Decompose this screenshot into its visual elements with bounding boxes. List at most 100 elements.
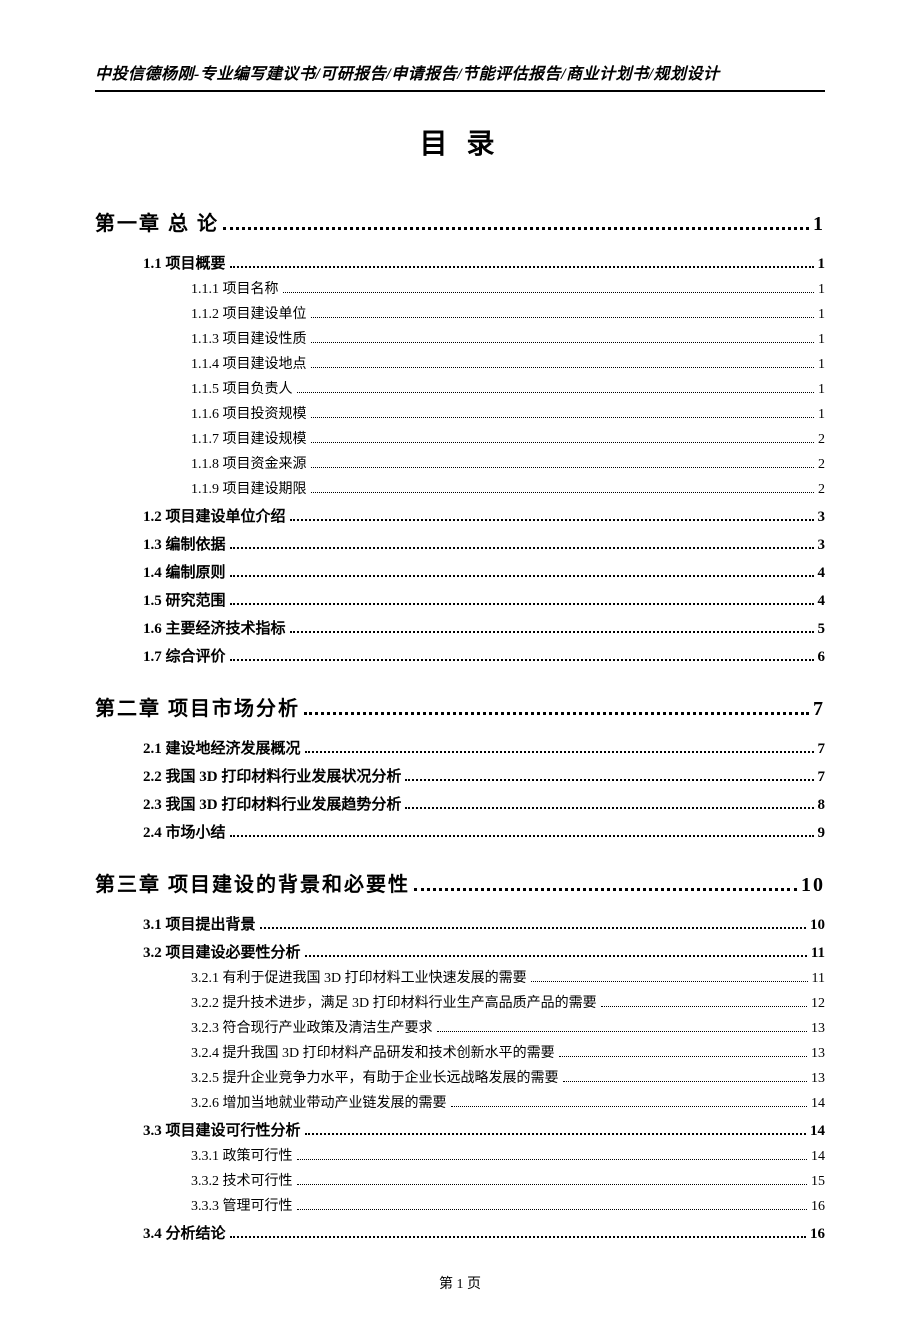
toc-entry-page: 11 — [811, 945, 825, 962]
toc-entry: 2.1 建设地经济发展概况 7 — [143, 737, 825, 758]
toc-entry-page: 2 — [818, 432, 825, 448]
toc-entry-label: 1.4 编制原则 — [143, 561, 226, 582]
toc-entry-label: 1.5 研究范围 — [143, 589, 226, 610]
toc-entry-label: 1.1 项目概要 — [143, 252, 226, 273]
toc-entry: 3.2.5 提升企业竞争力水平，有助于企业长远战略发展的需要13 — [191, 1067, 825, 1087]
toc-entry: 第三章 项目建设的背景和必要性10 — [95, 868, 825, 897]
toc-entry-label: 2.1 建设地经济发展概况 — [143, 737, 301, 758]
toc-title: 目 录 — [95, 122, 825, 162]
toc-entry-label: 3.1 项目提出背景 — [143, 913, 256, 934]
toc-entry: 1.1.5 项目负责人1 — [191, 378, 825, 398]
toc-leader-dots — [230, 1236, 806, 1238]
toc-leader-dots — [451, 1106, 808, 1107]
toc-entry: 1.1.6 项目投资规模 1 — [191, 403, 825, 423]
toc-entry: 3.1 项目提出背景 10 — [143, 913, 825, 934]
toc-leader-dots — [297, 392, 815, 393]
toc-entry-page: 14 — [810, 1123, 825, 1140]
toc-leader-dots — [405, 807, 813, 809]
toc-leader-dots — [305, 1133, 806, 1135]
toc-entry: 1.1.1 项目名称 1 — [191, 278, 825, 298]
toc-entry-page: 10 — [810, 917, 825, 934]
toc-entry-page: 1 — [818, 407, 825, 423]
toc-entry-page: 2 — [818, 482, 825, 498]
toc-entry-label: 1.1.1 项目名称 — [191, 278, 279, 298]
toc-leader-dots — [437, 1031, 808, 1032]
toc-leader-dots — [311, 367, 815, 368]
toc-entry-page: 1 — [813, 213, 825, 236]
toc-entry: 3.3 项目建设可行性分析14 — [143, 1119, 825, 1140]
toc-leader-dots — [230, 835, 814, 837]
toc-entry: 第二章 项目市场分析 7 — [95, 692, 825, 721]
toc-entry-label: 2.2 我国 3D 打印材料行业发展状况分析 — [143, 765, 401, 786]
toc-entry-label: 3.2.6 增加当地就业带动产业链发展的需要 — [191, 1092, 447, 1112]
toc-leader-dots — [311, 317, 815, 318]
toc-entry-label: 3.2.3 符合现行产业政策及清洁生产要求 — [191, 1017, 433, 1037]
toc-entry-page: 8 — [818, 797, 826, 814]
toc-entry-page: 3 — [818, 509, 826, 526]
toc-entry-page: 16 — [811, 1199, 825, 1215]
toc-entry-page: 1 — [818, 332, 825, 348]
toc-entry-page: 12 — [811, 996, 825, 1012]
toc-entry-label: 2.4 市场小结 — [143, 821, 226, 842]
toc-entry: 2.4 市场小结 9 — [143, 821, 825, 842]
page-footer: 第 1 页 — [95, 1273, 825, 1293]
toc-leader-dots — [223, 227, 809, 230]
toc-entry-label: 3.2.4 提升我国 3D 打印材料产品研发和技术创新水平的需要 — [191, 1042, 555, 1062]
toc-entry-label: 1.2 项目建设单位介绍 — [143, 505, 286, 526]
toc-leader-dots — [297, 1184, 808, 1185]
toc-entry-label: 2.3 我国 3D 打印材料行业发展趋势分析 — [143, 793, 401, 814]
toc-entry-page: 16 — [810, 1226, 825, 1243]
toc-leader-dots — [531, 981, 808, 982]
toc-entry-label: 1.1.7 项目建设规模 — [191, 428, 307, 448]
toc-leader-dots — [283, 292, 815, 293]
toc-entry-label: 1.7 综合评价 — [143, 645, 226, 666]
toc-leader-dots — [297, 1159, 808, 1160]
toc-entry-label: 1.1.6 项目投资规模 — [191, 403, 307, 423]
toc-entry-page: 3 — [818, 537, 826, 554]
toc-entry-label: 1.1.3 项目建设性质 — [191, 328, 307, 348]
toc-entry-label: 3.3.1 政策可行性 — [191, 1145, 293, 1165]
toc-entry-page: 7 — [813, 698, 825, 721]
toc-entry-page: 7 — [818, 741, 826, 758]
toc-entry: 3.2 项目建设必要性分析 11 — [143, 941, 825, 962]
toc-leader-dots — [290, 631, 814, 633]
toc-leader-dots — [304, 712, 809, 715]
toc-leader-dots — [230, 266, 814, 268]
toc-leader-dots — [311, 342, 815, 343]
toc-entry-page: 13 — [811, 1021, 825, 1037]
toc-entry: 1.1.8 项目资金来源2 — [191, 453, 825, 473]
toc-leader-dots — [305, 751, 814, 753]
toc-entry-label: 第三章 项目建设的背景和必要性 — [95, 868, 410, 897]
toc-leader-dots — [230, 659, 814, 661]
toc-entry-label: 1.1.4 项目建设地点 — [191, 353, 307, 373]
toc-leader-dots — [230, 575, 814, 577]
toc-entry-label: 3.2 项目建设必要性分析 — [143, 941, 301, 962]
toc-entry-label: 1.1.2 项目建设单位 — [191, 303, 307, 323]
toc-entry-page: 14 — [811, 1096, 825, 1112]
toc-leader-dots — [311, 417, 815, 418]
toc-entry: 1.5 研究范围4 — [143, 589, 825, 610]
toc-entry: 1.7 综合评价6 — [143, 645, 825, 666]
toc-entry-label: 3.4 分析结论 — [143, 1222, 226, 1243]
table-of-contents: 第一章 总 论11.1 项目概要11.1.1 项目名称11.1.2 项目建设单位… — [95, 207, 825, 1243]
toc-entry: 3.3.1 政策可行性 14 — [191, 1145, 825, 1165]
toc-entry-page: 11 — [812, 971, 825, 987]
toc-entry-page: 2 — [818, 457, 825, 473]
toc-entry-page: 1 — [818, 282, 825, 298]
toc-entry-page: 7 — [818, 769, 826, 786]
toc-leader-dots — [311, 492, 815, 493]
toc-entry: 3.3.2 技术可行性15 — [191, 1170, 825, 1190]
toc-entry-label: 1.1.5 项目负责人 — [191, 378, 293, 398]
toc-entry-label: 第二章 项目市场分析 — [95, 692, 300, 721]
toc-leader-dots — [559, 1056, 807, 1057]
toc-entry-page: 9 — [818, 825, 826, 842]
toc-entry-page: 14 — [811, 1149, 825, 1165]
toc-entry-label: 3.2.2 提升技术进步，满足 3D 打印材料行业生产高品质产品的需要 — [191, 992, 597, 1012]
toc-leader-dots — [601, 1006, 807, 1007]
toc-entry-page: 13 — [811, 1046, 825, 1062]
toc-entry-label: 1.6 主要经济技术指标 — [143, 617, 286, 638]
toc-entry: 3.2.2 提升技术进步，满足 3D 打印材料行业生产高品质产品的需要 12 — [191, 992, 825, 1012]
toc-leader-dots — [230, 603, 814, 605]
toc-entry-label: 3.3.2 技术可行性 — [191, 1170, 293, 1190]
toc-leader-dots — [405, 779, 813, 781]
